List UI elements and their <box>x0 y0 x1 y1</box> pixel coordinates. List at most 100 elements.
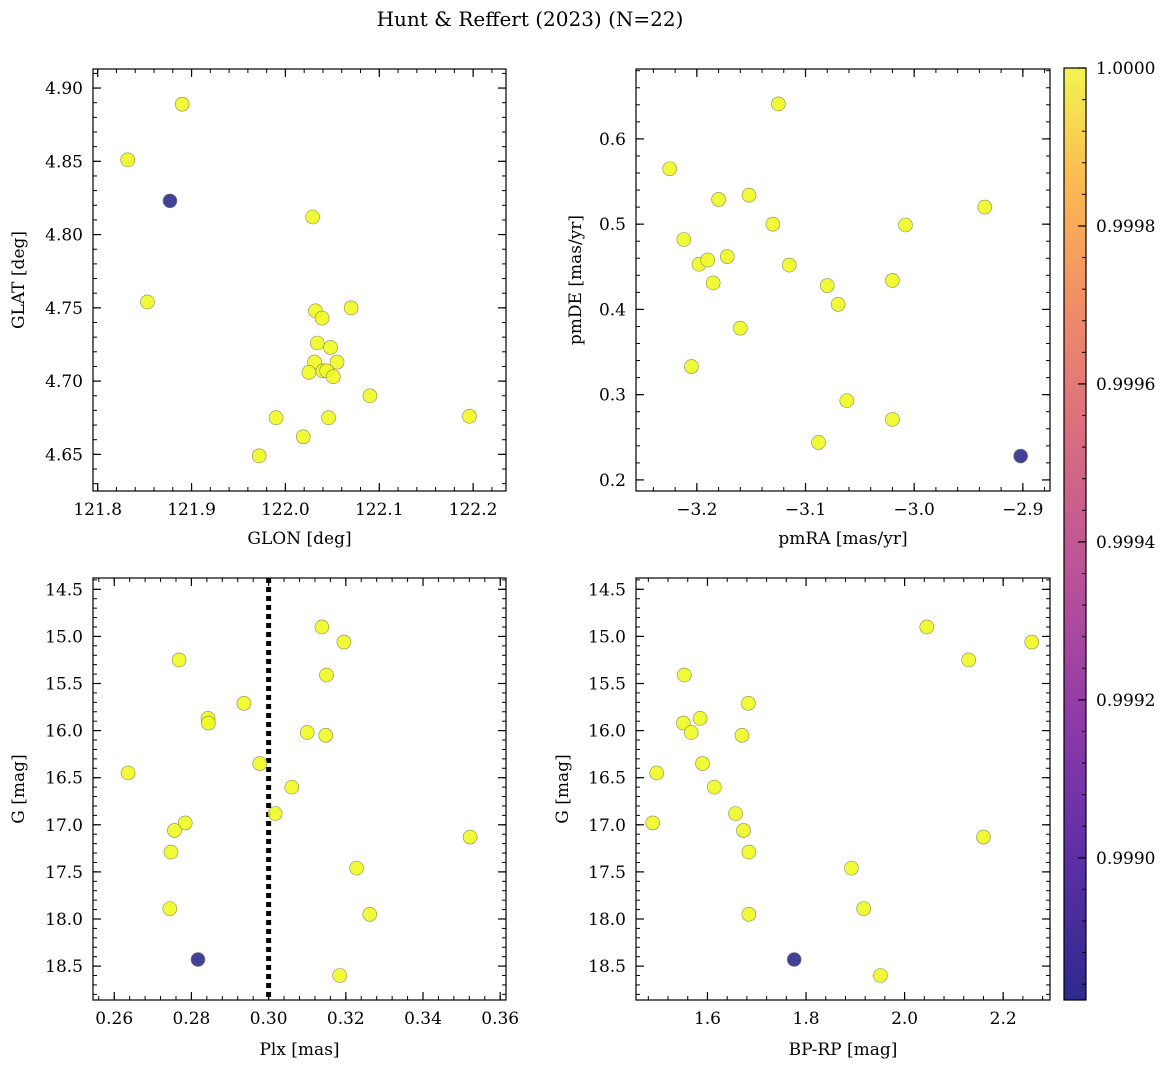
scatter-point <box>251 448 267 464</box>
scatter-point <box>977 199 993 215</box>
scatter-point <box>683 725 699 740</box>
y-tick-label: 15.5 <box>588 675 626 695</box>
scatter-point <box>976 829 991 845</box>
x-axis-label: pmRA [mas/yr] <box>778 529 907 549</box>
y-tick-label: 15.5 <box>45 675 83 695</box>
y-tick-label: 17.5 <box>45 863 83 883</box>
scatter-point <box>236 695 252 711</box>
scatter-point <box>736 823 751 838</box>
scatter-point <box>252 756 268 771</box>
x-tick-label: 1.8 <box>793 1009 820 1029</box>
scatter-point <box>268 410 284 426</box>
colorbar-gradient <box>1063 67 1087 1001</box>
panel-glon-glat: 121.8 121.9 122.0 122.1 122.2 4.65 4.70 4.75 4.8… <box>9 68 507 549</box>
scatter-point <box>299 725 315 740</box>
x-tick-label: 122.0 <box>261 500 310 520</box>
figure-title: Hunt & Reffert (2023) (N=22) <box>377 7 684 31</box>
colorbar-tick-label: 0.9992 <box>1096 691 1155 711</box>
x-tick-label: 1.6 <box>694 1009 721 1029</box>
scatter-point <box>765 216 781 232</box>
y-tick-label: 4.85 <box>45 152 83 172</box>
scatter-point <box>140 294 155 310</box>
colorbar-tick-label: 0.9998 <box>1096 217 1155 237</box>
scatter-point <box>898 217 913 233</box>
scatter-point <box>885 412 900 427</box>
y-tick-label: 18.0 <box>588 910 626 930</box>
scatter-point <box>684 359 699 374</box>
scatter-point <box>649 765 665 781</box>
x-axis-label: Plx [mas] <box>259 1040 339 1060</box>
x-tick-label: 0.28 <box>172 1009 210 1029</box>
x-axis-label: GLON [deg] <box>247 529 351 549</box>
scatter-point <box>692 711 708 726</box>
scatter-point <box>323 340 338 355</box>
y-tick-label: 4.90 <box>45 79 83 99</box>
y-tick-label: 16.0 <box>45 722 83 742</box>
y-tick-label: 16.5 <box>45 769 83 789</box>
scatter-point <box>873 968 888 983</box>
scatter-point <box>301 365 317 380</box>
y-axis-label: G [mag] <box>553 754 573 823</box>
scatter-point <box>284 779 300 795</box>
y-tick-label: 16.0 <box>588 722 626 742</box>
y-tick-label: 18.5 <box>45 957 83 977</box>
x-axis-label: BP-RP [mag] <box>789 1040 898 1060</box>
scatter-point <box>885 273 900 288</box>
scatter-point <box>819 278 835 293</box>
scatter-point <box>662 161 677 177</box>
scatter-point <box>167 823 182 838</box>
panel-pmra-pmde: −3.2 −3.1 −3.0 −2.9 0.2 0.3 0.4 0.5 0.6 pmRA [ma… <box>566 68 1051 549</box>
y-tick-label: 14.5 <box>588 580 626 600</box>
scatter-point <box>329 354 345 370</box>
scatter-point <box>733 320 748 336</box>
scatter-point <box>201 715 216 731</box>
colorbar-tick-label: 0.9994 <box>1096 533 1155 553</box>
x-tick-label: 0.26 <box>95 1009 133 1029</box>
scatter-point <box>741 187 757 203</box>
x-tick-label: 0.34 <box>404 1009 442 1029</box>
y-axis-label: G [mag] <box>9 754 29 823</box>
scatter-point <box>811 435 826 450</box>
scatter-point <box>314 619 330 635</box>
scatter-point <box>462 408 477 424</box>
scatter-point <box>310 335 325 351</box>
scatter-point <box>830 296 846 312</box>
x-tick-label: 122.1 <box>355 500 404 520</box>
scatter-point <box>349 860 364 876</box>
y-tick-label: 0.2 <box>599 471 626 491</box>
scatter-point <box>786 952 802 967</box>
scatter-point <box>676 715 691 731</box>
y-tick-label: 4.70 <box>45 372 83 392</box>
x-tick-label: 0.32 <box>327 1009 365 1029</box>
scatter-point <box>771 96 786 112</box>
scatter-point <box>676 667 692 683</box>
scatter-point <box>314 310 330 326</box>
y-tick-label: 18.0 <box>45 910 83 930</box>
scatter-point <box>1024 634 1040 650</box>
x-tick-label: 0.30 <box>250 1009 288 1029</box>
panel-bprp-g: 1.6 1.8 2.0 2.2 14.5 15.0 15.5 16.0 16.5 17.0 17.5… <box>553 577 1051 1060</box>
x-tick-label: −3.2 <box>676 500 717 520</box>
scatter-point <box>174 96 190 112</box>
scatter-point <box>462 829 478 845</box>
y-tick-label: 0.6 <box>599 130 626 150</box>
scatter-point <box>844 860 859 876</box>
y-tick-label: 4.80 <box>45 226 83 246</box>
scatter-point <box>295 429 311 445</box>
scatter-point <box>162 901 178 916</box>
y-tick-label: 4.75 <box>45 299 83 319</box>
scatter-point <box>163 844 179 860</box>
panel-plx-g: 0.26 0.28 0.30 0.32 0.34 0.36 14.5 15.0 15.5 16.0… <box>9 577 519 1060</box>
y-tick-label: 0.4 <box>599 300 626 320</box>
y-tick-label: 18.5 <box>588 957 626 977</box>
colorbar: 0.9990 0.9992 0.9994 0.9996 0.9998 1.0000 <box>1063 59 1155 1001</box>
scatter-point <box>177 815 193 831</box>
colorbar-tick-label: 1.0000 <box>1096 59 1155 79</box>
colorbar-tick-label: 0.9990 <box>1096 849 1155 869</box>
scatter-point <box>343 300 359 316</box>
plot-frame <box>635 68 1051 492</box>
scatter-point <box>190 952 206 967</box>
y-tick-label: 17.5 <box>588 863 626 883</box>
scatter-point <box>856 901 872 916</box>
